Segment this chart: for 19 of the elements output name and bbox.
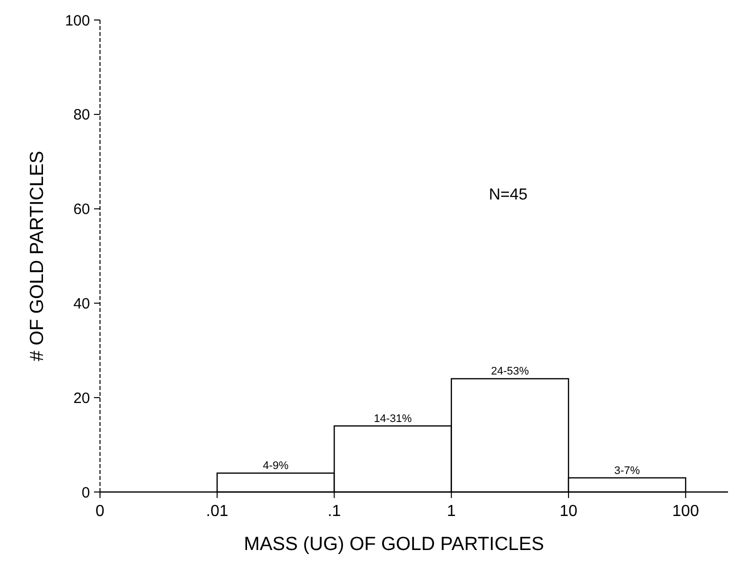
y-tick-label: 0 [82, 484, 90, 502]
x-tick-label: 0 [96, 503, 105, 520]
y-tick-label: 60 [73, 201, 90, 218]
x-tick-label: .01 [206, 503, 228, 520]
data-label: 14-31% [374, 412, 412, 425]
x-tick-label: 1 [446, 503, 456, 520]
y-tick-label: 100 [64, 12, 90, 30]
y-tick-label: 80 [73, 106, 90, 124]
y-tick-label: 20 [73, 390, 90, 407]
data-label: 4-9% [262, 460, 289, 472]
x-tick-label: 10 [560, 503, 578, 520]
x-tick-label: .1 [328, 503, 342, 520]
data-label: 3-7% [614, 464, 640, 477]
y-tick-label: 40 [73, 295, 90, 312]
y-axis-title: # OF GOLD PARTICLES [27, 150, 48, 362]
x-tick-label: 100 [672, 503, 700, 520]
x-axis-title: MASS (UG) OF GOLD PARTICLES [244, 534, 544, 555]
data-label: 24-53% [490, 366, 530, 378]
annotation: N=45 [488, 186, 528, 204]
